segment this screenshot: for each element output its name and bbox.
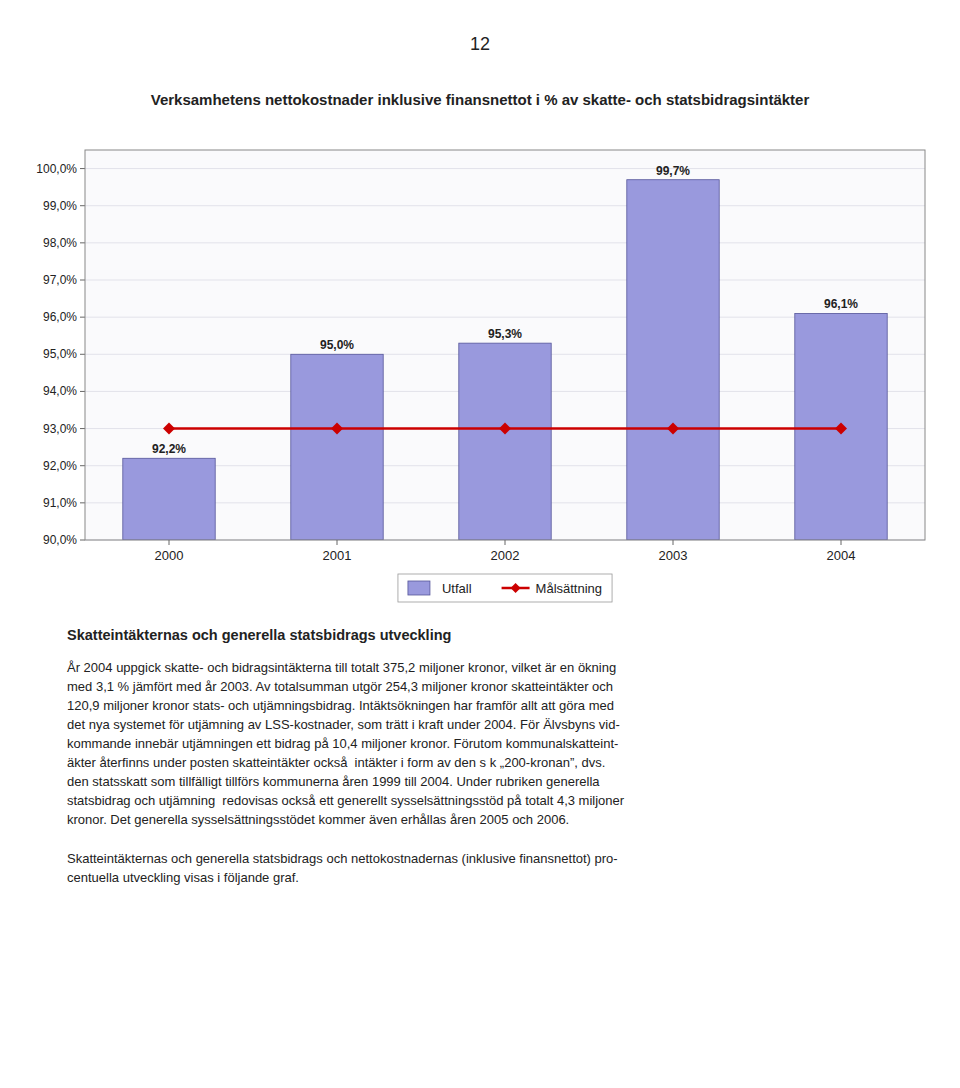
paragraph-line: den statsskatt som tillfälligt tillförs … [67,774,600,789]
data-label: 95,3% [488,327,522,341]
x-axis: 2000 2001 2002 2003 2004 [155,540,856,563]
data-label: 96,1% [824,297,858,311]
bar [123,458,215,540]
marker [331,423,343,435]
paragraph-line: kommande innebär utjämningen ett bidrag … [67,736,618,751]
legend-item: Målsättning [502,581,602,596]
y-tick [80,502,85,503]
x-tick [505,540,506,545]
x-tick [337,540,338,545]
y-tick [80,465,85,466]
y-tick [80,354,85,355]
page-number: 12 [470,34,490,54]
section-title: Skatteintäkternas och generella statsbid… [67,627,451,643]
marker [667,423,679,435]
y-tick [80,205,85,206]
y-tick [80,391,85,392]
bar [291,354,383,540]
x-tick-label: 2003 [659,548,688,563]
bar [459,343,551,540]
y-tick-label: 93,0% [43,422,77,436]
paragraph-line: äkter återfinns under posten skatteintäk… [67,755,605,770]
x-tick [841,540,842,545]
y-tick-label: 95,0% [43,347,77,361]
y-tick-label: 91,0% [43,496,77,510]
marker [163,423,175,435]
paragraph-line: kronor. Det generella sysselsättningsstö… [67,812,569,827]
y-axis: 90,0% 91,0% 92,0% 93,0% 94,0% 95,0% 96,0% 97,0%… [36,162,925,547]
marker [835,423,847,435]
y-tick [80,540,85,541]
plot-frame [85,150,925,540]
marker [499,423,511,435]
paragraph-line: centuella utveckling visas i följande gr… [67,870,299,885]
y-tick-label: 100,0% [36,162,77,176]
paragraph-line: Skatteintäkternas och generella statsbid… [67,851,618,866]
grid-line [85,168,925,169]
data-labels: 92,2% 95,0% 95,3% 99,7% 96,1% [152,164,858,457]
legend: Utfall Målsättning [398,574,612,602]
data-label: 92,2% [152,442,186,456]
x-tick-label: 2002 [491,548,520,563]
y-tick [80,317,85,318]
y-tick [80,280,85,281]
legend-label: Målsättning [536,581,602,596]
chart-title: Verksamhetens nettokostnader inklusive f… [151,91,810,108]
x-tick-label: 2004 [827,548,856,563]
legend-item: Utfall [408,581,472,596]
paragraph-line: År 2004 uppgick skatte- och bidragsintäk… [67,660,616,675]
paragraph-line: 120,9 miljoner kronor stats- och utjämni… [67,698,614,713]
y-tick [80,242,85,243]
paragraph-line: det nya systemet för utjämning av LSS-ko… [67,717,620,732]
data-label: 95,0% [320,338,354,352]
grid-line [85,280,925,281]
y-tick-label: 90,0% [43,533,77,547]
legend-frame [398,574,612,602]
marks [123,180,887,540]
y-tick-label: 96,0% [43,310,77,324]
legend-label: Utfall [442,581,472,596]
x-tick [673,540,674,545]
y-tick-label: 98,0% [43,236,77,250]
x-tick-label: 2000 [155,548,184,563]
y-tick-label: 99,0% [43,199,77,213]
y-tick [80,168,85,169]
y-tick-label: 92,0% [43,459,77,473]
y-tick-label: 94,0% [43,384,77,398]
grid-line [85,242,925,243]
legend-swatch [408,581,430,595]
x-tick-label: 2001 [323,548,352,563]
y-tick-label: 97,0% [43,273,77,287]
bar [627,180,719,540]
grid-line [85,205,925,206]
page: 12 Verksamhetens nettokostnader inklusive… [0,0,960,1088]
data-label: 99,7% [656,164,690,178]
paragraph-line: med 3,1 % jämfört med år 2003. Av totals… [67,679,613,694]
paragraph-line: statsbidrag och utjämning redovisas ocks… [67,793,625,808]
y-tick [80,428,85,429]
plot-background [85,150,925,540]
x-tick [169,540,170,545]
bar [795,313,887,540]
legend-marker [511,583,521,593]
